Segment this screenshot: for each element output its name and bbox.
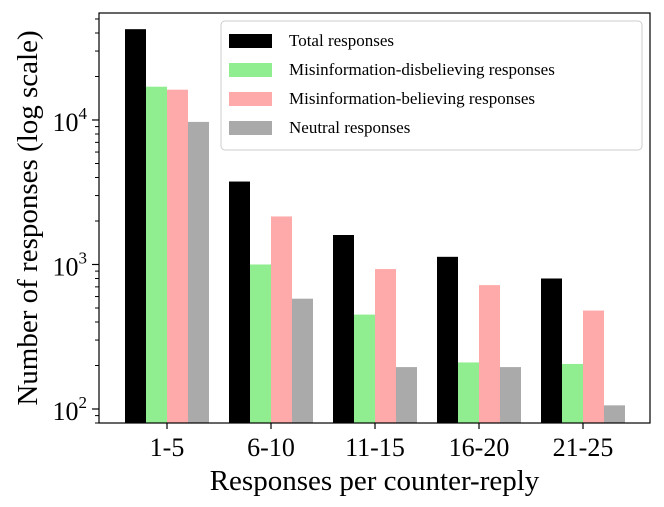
bar-11-15-misinformation-disbelieving-responses [354,314,375,423]
x-axis: 1-5 6-10 11-15 16-20 21-25 [150,423,614,462]
legend-label: Neutral responses [289,118,410,137]
bar-1-5-total-responses [125,29,146,424]
bar-1-5-misinformation-believing-responses [167,89,188,423]
legend-box [220,20,643,151]
bar-6-10-neutral-responses [292,298,313,423]
bar-16-20-neutral-responses [500,367,521,423]
y-axis: 102 103 104 [53,18,99,426]
bar-6-10-total-responses [229,181,250,423]
bar-11-15-total-responses [333,234,354,423]
legend-swatch [229,63,272,77]
legend-swatch [229,34,272,48]
legend-label: Misinformation-believing responses [289,89,535,108]
bar-6-10-misinformation-disbelieving-responses [250,264,271,423]
x-tick-label: 21-25 [553,433,614,462]
y-tick-label: 104 [53,104,88,137]
y-axis-title: Number of responses (log scale) [12,30,44,405]
x-tick-label: 6-10 [247,433,295,462]
bar-6-10-misinformation-believing-responses [271,216,292,423]
y-tick-label: 103 [53,248,88,281]
bar-1-5-neutral-responses [188,121,209,423]
bar-11-15-neutral-responses [396,367,417,423]
legend: Total responses Misinformation-disbelievi… [220,20,643,151]
y-tick-label: 102 [53,393,88,426]
x-axis-title: Responses per counter-reply [210,465,540,497]
x-tick-label: 16-20 [449,433,510,462]
bar-21-25-neutral-responses [604,405,625,423]
legend-label: Misinformation-disbelieving responses [289,60,555,79]
x-tick-label: 11-15 [345,433,405,462]
bar-16-20-misinformation-believing-responses [479,285,500,423]
bar-16-20-total-responses [437,256,458,423]
bar-16-20-misinformation-disbelieving-responses [458,362,479,423]
bar-21-25-misinformation-believing-responses [583,310,604,423]
bars-group [125,29,625,424]
bar-21-25-total-responses [541,278,562,423]
x-tick-label: 1-5 [150,433,185,462]
bar-11-15-misinformation-believing-responses [375,269,396,423]
legend-label: Total responses [289,31,394,50]
legend-swatch [229,92,272,106]
bar-1-5-misinformation-disbelieving-responses [146,86,167,424]
bar-21-25-misinformation-disbelieving-responses [562,363,583,423]
legend-swatch [229,121,272,135]
